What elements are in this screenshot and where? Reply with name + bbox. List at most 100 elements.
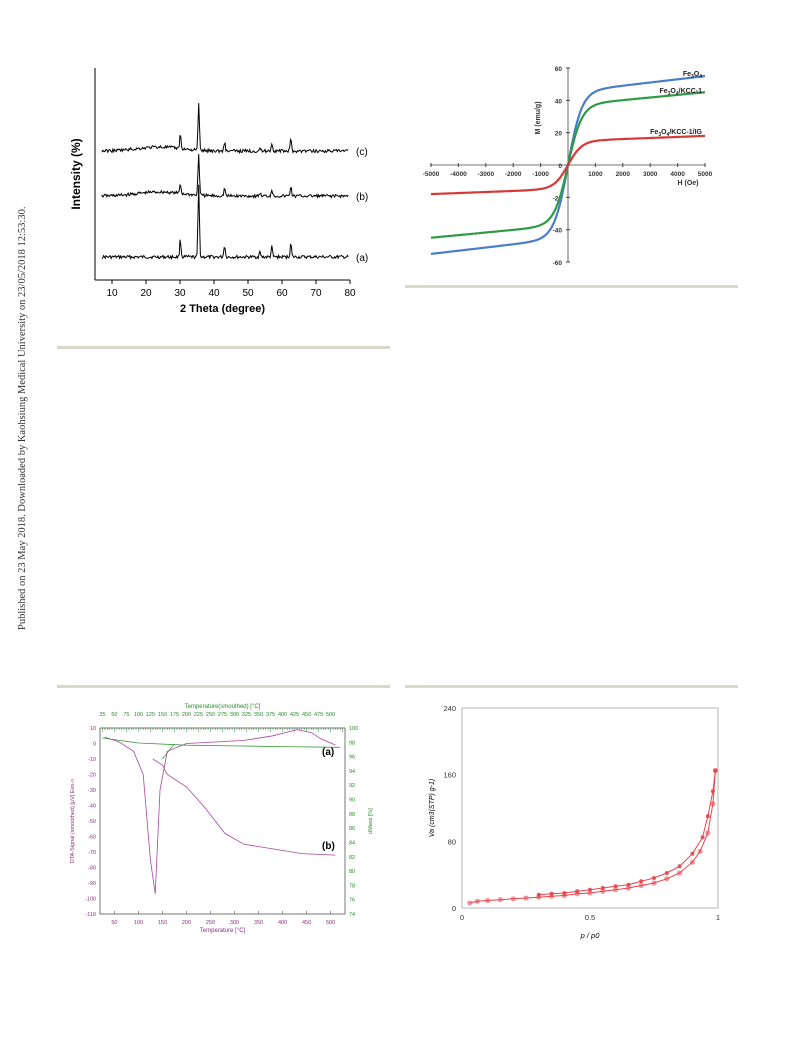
isotherm-point	[474, 898, 480, 904]
isotherm-point	[713, 768, 718, 773]
top-tick-label: 375	[266, 712, 275, 718]
isotherm-point	[705, 830, 711, 836]
top-tick-label: 250	[206, 712, 215, 718]
isotherm-point	[562, 891, 567, 895]
x-tick-label: 5000	[698, 171, 713, 178]
series-label-b: (b)	[322, 841, 335, 852]
y-tick-label: 0	[558, 163, 562, 170]
x-axis-title: H (Oe)	[678, 180, 699, 187]
isotherm-point	[600, 888, 606, 894]
x-tick-label: -4000	[450, 171, 467, 178]
y-tick-label: 80	[448, 837, 456, 846]
isotherm-point	[652, 876, 656, 880]
magnetization-curve-2	[430, 134, 706, 196]
x-tick-label: 20	[140, 288, 152, 299]
x-axis-title: 2 Theta (degree)	[180, 303, 265, 315]
xrd-chart: 10 20 30 40 50 60 70 80 2 Theta (degree) Intensit…	[69, 68, 368, 315]
right-tick-label: 100	[349, 726, 358, 732]
thermal-curve-2	[102, 737, 341, 748]
y-tick-label: 60	[555, 66, 563, 73]
top-tick-label: 275	[218, 712, 227, 718]
xrd-trace-b	[101, 154, 349, 200]
x-axis-title: Temperature [°C]	[200, 928, 246, 934]
left-tick-label: -70	[88, 850, 96, 856]
y-tick-label: -40	[553, 228, 563, 235]
y-tick-label: 20	[555, 131, 563, 138]
divider-right-bottom	[405, 685, 738, 688]
top-tick-label: 225	[194, 712, 203, 718]
y-tick-label: 240	[443, 704, 456, 713]
right-tick-label: 82	[349, 855, 355, 861]
download-side-note: Published on 23 May 2018. Downloaded by …	[4, 120, 28, 640]
legend-label: Fe3O4/KCC-1	[659, 88, 702, 97]
thermal-analysis-chart: Temperature(smoothed) [°C]25 50 75 100 125 15…	[70, 704, 374, 934]
top-tick-label: 25	[99, 712, 105, 718]
x-tick-label: 350	[254, 920, 263, 926]
y-tick-label: 0	[452, 904, 456, 913]
y-tick-label: -20	[553, 195, 563, 202]
right-tick-label: 94	[349, 769, 355, 775]
y-axis-title: Va (cm3(STP) g-1)	[429, 779, 436, 837]
isotherm-point	[690, 851, 695, 856]
isotherm-point	[613, 887, 619, 893]
top-tick-label: 150	[158, 712, 167, 718]
x-tick-label: 30	[174, 288, 186, 299]
right-tick-label: 80	[349, 869, 355, 875]
x-tick-label: 200	[182, 920, 191, 926]
top-tick-label: 400	[278, 712, 287, 718]
x-tick-label: 40	[208, 288, 220, 299]
isotherm-point	[677, 870, 683, 876]
tga-drop-line	[162, 743, 175, 760]
right-tick-label: 78	[349, 883, 355, 889]
isotherm-point	[639, 879, 644, 884]
top-tick-label: 350	[254, 712, 263, 718]
left-tick-label: -50	[88, 819, 96, 825]
y-tick-label: -60	[553, 260, 563, 267]
x-tick-label: 80	[344, 288, 356, 299]
top-tick-label: 100	[134, 712, 143, 718]
magnetization-chart: -5000 -4000 -3000 -2000 -1000 1000 2000 3000 400…	[423, 66, 713, 267]
top-tick-label: 50	[111, 712, 117, 718]
isotherm-line-desorption	[538, 770, 716, 896]
top-tick-label: 450	[302, 712, 311, 718]
isotherm-point	[664, 871, 669, 875]
left-tick-label: -80	[88, 866, 96, 872]
thermal-curve-1	[152, 758, 336, 856]
isotherm-point	[705, 814, 710, 819]
isotherm-point	[588, 887, 592, 892]
isotherm-point	[549, 891, 554, 896]
divider-right-top	[405, 285, 738, 288]
left-tick-label: 0	[93, 742, 96, 748]
isotherm-point	[664, 876, 670, 882]
isotherm-point	[600, 886, 605, 890]
right-tick-label: 92	[349, 783, 355, 789]
right-tick-label: 74	[349, 912, 355, 918]
y-tick-label: 160	[443, 771, 456, 780]
divider-left-top	[57, 346, 390, 349]
xrd-trace-a	[101, 184, 349, 261]
top-tick-label: 75	[123, 712, 129, 718]
plot-frame	[99, 727, 346, 915]
isotherm-point	[638, 882, 644, 889]
x-axis-title: p / p0	[580, 931, 601, 940]
x-tick-label: 150	[158, 920, 167, 926]
left-tick-label: -30	[88, 788, 96, 794]
isotherm-point	[651, 880, 657, 886]
y-axis-title: Intensity (%)	[69, 138, 83, 209]
x-tick-label: 400	[278, 920, 287, 926]
left-axis-title: DTA-Signal (smoothed) [µV] Exo->	[70, 779, 76, 864]
left-tick-label: 10	[90, 726, 96, 732]
x-tick-label: 250	[206, 920, 215, 926]
right-tick-label: 84	[349, 840, 355, 846]
right-tick-label: 98	[349, 740, 355, 746]
x-tick-label: 2000	[616, 171, 631, 178]
download-note-text: Published on 23 May 2018. Downloaded by …	[17, 206, 28, 630]
top-tick-label: 425	[290, 712, 299, 718]
isotherm-point	[613, 884, 618, 889]
isotherm-point	[497, 897, 503, 903]
isotherm-point	[587, 890, 593, 896]
isotherm-point	[485, 897, 491, 904]
x-tick-label: 450	[302, 920, 311, 926]
x-tick-label: 50	[111, 920, 117, 926]
series-label-a: (a)	[322, 747, 334, 758]
